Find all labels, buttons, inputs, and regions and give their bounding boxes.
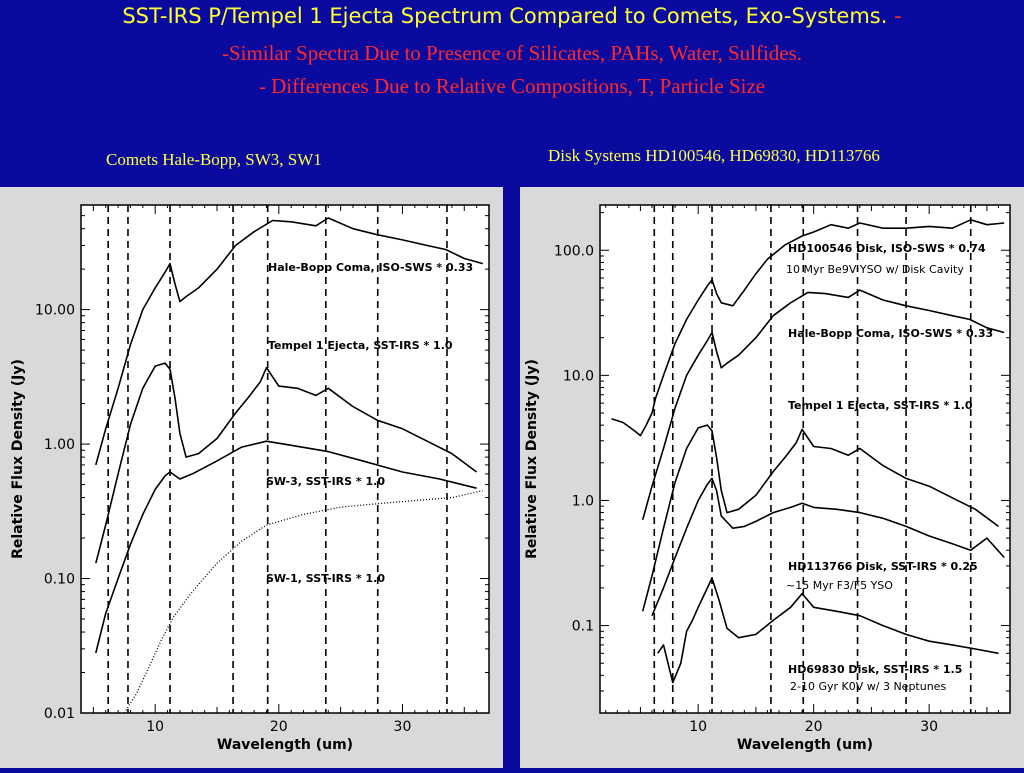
y-tick-label: 10.00 <box>35 303 75 319</box>
series-sw-1-sst-irs-1-0 <box>123 490 483 714</box>
annotation-label: Hale-Bopp Coma, ISO-SWS * 0.33 <box>788 327 993 340</box>
x-tick-label: 10 <box>146 719 164 735</box>
slide-subtitle-2: - Differences Due to Relative Compositio… <box>258 74 766 98</box>
series-hd113766-disk-sst-irs-0-25 <box>651 477 1005 617</box>
annotation-label: ~15 Myr F3/F5 YSO <box>786 579 893 592</box>
y-tick-label: 0.01 <box>44 706 75 722</box>
y-tick-label: 100.0 <box>554 243 594 259</box>
y-axis-label: Relative Flux Density (Jy) <box>524 359 540 559</box>
series-tempel-1-ejecta-sst-irs-1-0 <box>641 424 999 612</box>
series-hd100546-disk-iso-sws-0-74 <box>611 218 1005 437</box>
plot-frame <box>80 204 490 714</box>
annotation-label: HD69830 Disk, SST-IRS * 1.5 <box>788 663 962 676</box>
x-tick-label: 20 <box>805 719 823 735</box>
left-panel-caption: Comets Hale-Bopp, SW3, SW1 <box>106 150 322 169</box>
left-chart-panel: 10 20 30 0.01 0.10 1.00 10.00 Wavelength (um) Re… <box>0 187 503 768</box>
y-tick-label: 0.10 <box>44 572 75 588</box>
disk-systems-chart: 10 20 30 0.1 1.0 10.0 100.0 Wavelength (um) Rela… <box>524 204 1011 753</box>
series-hd69830-disk-sst-irs-1-5 <box>657 577 999 684</box>
x-axis-label: Wavelength (um) <box>217 737 353 753</box>
annotation-label: Tempel 1 Ejecta, SST-IRS * 1.0 <box>788 399 973 412</box>
annotation-label: HD113766 Disk, SST-IRS * 0.25 <box>788 560 978 573</box>
series-sw-3-sst-irs-1-0 <box>95 440 477 654</box>
y-axis-label: Relative Flux Density (Jy) <box>10 359 26 559</box>
annotation-label: SW-1, SST-IRS * 1.0 <box>266 572 385 585</box>
y-tick-label: 10.0 <box>563 368 594 384</box>
series-hale-bopp-coma-iso-sws-0-33 <box>641 289 1005 521</box>
y-tick-label: 1.0 <box>572 493 594 509</box>
y-tick-label: 1.00 <box>44 437 75 453</box>
slide-title-dash: - <box>894 4 902 28</box>
annotation-label: 2-10 Gyr K0V w/ 3 Neptunes <box>790 680 946 693</box>
right-chart-panel: 10 20 30 0.1 1.0 10.0 100.0 Wavelength (um) Rela… <box>520 187 1024 768</box>
series-hale-bopp-coma-iso-sws-0-33 <box>95 217 484 466</box>
slide-subtitle-1: -Similar Spectra Due to Presence of Sili… <box>221 41 803 65</box>
x-axis-label: Wavelength (um) <box>737 737 873 753</box>
annotation-label: SW-3, SST-IRS * 1.0 <box>266 475 385 488</box>
annotation-label: 10 Myr Be9V YSO w/ Disk Cavity <box>786 263 964 276</box>
y-tick-label: 0.1 <box>572 619 594 635</box>
plot-frame <box>599 204 1011 714</box>
annotation-label: HD100546 Disk, ISO-SWS * 0.74 <box>788 242 986 255</box>
series-tempel-1-ejecta-sst-irs-1-0 <box>95 362 478 564</box>
right-panel-caption: Disk Systems HD100546, HD69830, HD113766 <box>548 146 880 165</box>
comets-chart: 10 20 30 0.01 0.10 1.00 10.00 Wavelength (um) Re… <box>10 204 490 753</box>
annotation-label: Tempel 1 Ejecta, SST-IRS * 1.0 <box>268 339 453 352</box>
x-tick-label: 30 <box>920 719 938 735</box>
annotation-label: Hale-Bopp Coma, ISO-SWS * 0.33 <box>268 261 473 274</box>
slide-title: SST-IRS P/Tempel 1 Ejecta Spectrum Compa… <box>0 4 1024 28</box>
x-tick-label: 30 <box>394 719 412 735</box>
slide-title-text: SST-IRS P/Tempel 1 Ejecta Spectrum Compa… <box>122 4 888 28</box>
x-tick-label: 10 <box>689 719 707 735</box>
x-tick-label: 20 <box>270 719 288 735</box>
